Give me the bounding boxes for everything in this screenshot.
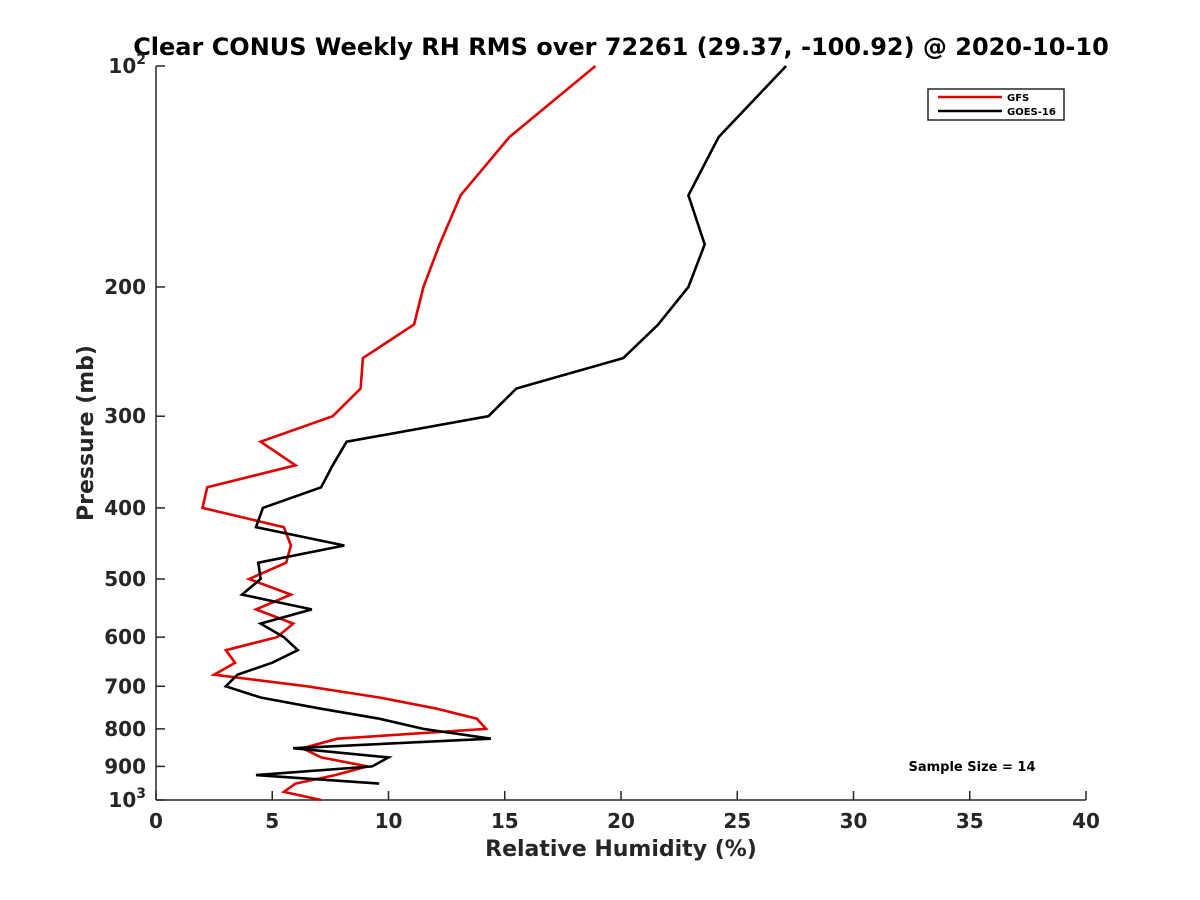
series-line-goes-16 — [223, 65, 788, 785]
x-tick-label: 0 — [149, 809, 163, 833]
chart-title: Clear CONUS Weekly RH RMS over 72261 (29… — [133, 33, 1109, 61]
x-tick-label: 15 — [491, 809, 519, 833]
x-tick-label: 40 — [1072, 809, 1100, 833]
y-tick-base: 10 — [108, 788, 136, 812]
y-tick-label: 800 — [104, 717, 146, 741]
y-tick-label: 900 — [104, 754, 146, 778]
y-tick-exponent: 3 — [136, 786, 146, 802]
legend-label-gfs: GFS — [1007, 93, 1029, 104]
y-tick-label: 300 — [104, 404, 146, 428]
x-axis-label: Relative Humidity (%) — [485, 837, 757, 862]
y-tick-label: 102 — [108, 52, 146, 78]
y-tick-label: 200 — [104, 275, 146, 299]
y-tick-label: 400 — [104, 496, 146, 520]
y-axis-label: Pressure (mb) — [74, 345, 99, 521]
y-tick-base: 10 — [108, 54, 136, 78]
series-layer — [200, 64, 788, 802]
legend-box — [927, 88, 1065, 121]
sample-size-annotation: Sample Size = 14 — [908, 760, 1035, 775]
x-ticks: 0 5 10 15 20 25 30 35 40 — [149, 791, 1100, 833]
x-tick-label: 25 — [723, 809, 751, 833]
y-tick-label: 600 — [104, 625, 146, 649]
x-tick-label: 10 — [375, 809, 403, 833]
x-tick-label: 30 — [840, 809, 868, 833]
y-tick-exponent: 2 — [136, 52, 146, 68]
x-tick-label: 35 — [956, 809, 984, 833]
x-tick-label: 20 — [607, 809, 635, 833]
y-tick-label: 103 — [108, 786, 146, 812]
legend-label-goes-16: GOES-16 — [1007, 107, 1056, 118]
x-tick-label: 5 — [265, 809, 279, 833]
plot-area — [155, 66, 1086, 801]
y-tick-label: 700 — [104, 674, 146, 698]
y-tick-label: 500 — [104, 567, 146, 591]
legend: GFS GOES-16 — [927, 88, 1065, 121]
